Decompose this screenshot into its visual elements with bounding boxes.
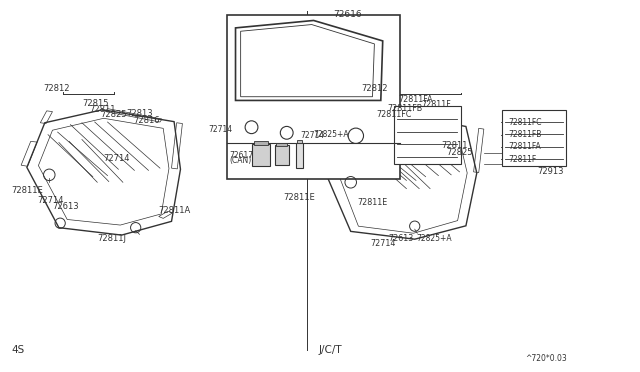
Bar bbox=[502, 110, 566, 166]
Text: 72616: 72616 bbox=[333, 10, 362, 19]
Text: (CAN): (CAN) bbox=[229, 156, 252, 165]
Text: 72811: 72811 bbox=[90, 105, 116, 114]
Bar bbox=[394, 106, 461, 164]
Text: 72825+A: 72825+A bbox=[314, 130, 349, 139]
Text: 72714: 72714 bbox=[208, 125, 232, 134]
Bar bbox=[275, 144, 289, 165]
Text: 72617K: 72617K bbox=[229, 151, 259, 160]
Bar bbox=[227, 15, 400, 179]
Text: 72825: 72825 bbox=[100, 110, 127, 119]
Text: 72714: 72714 bbox=[37, 196, 63, 205]
Text: 72812: 72812 bbox=[44, 84, 70, 93]
Text: 72613: 72613 bbox=[52, 202, 79, 211]
Text: 72714: 72714 bbox=[104, 154, 130, 163]
Bar bbox=[296, 143, 303, 167]
Text: 72811FA: 72811FA bbox=[399, 95, 433, 104]
Text: 72714: 72714 bbox=[370, 239, 396, 248]
Text: 72811FC: 72811FC bbox=[509, 118, 542, 127]
Text: 72811FC: 72811FC bbox=[376, 110, 412, 119]
Text: 72813: 72813 bbox=[127, 109, 154, 118]
Text: 72913: 72913 bbox=[538, 167, 564, 176]
Text: 72811: 72811 bbox=[442, 141, 468, 150]
Bar bbox=[252, 144, 270, 166]
Text: 72811F: 72811F bbox=[509, 155, 537, 164]
Text: 72816: 72816 bbox=[133, 116, 160, 125]
Text: 72815: 72815 bbox=[82, 99, 108, 108]
Text: 72811E: 72811E bbox=[12, 186, 44, 195]
Text: 72825: 72825 bbox=[447, 148, 473, 157]
Text: 72811A: 72811A bbox=[159, 206, 191, 215]
Text: 72811E: 72811E bbox=[357, 198, 387, 207]
Text: 72811FA: 72811FA bbox=[509, 142, 541, 151]
Text: 72714: 72714 bbox=[301, 131, 325, 140]
Bar bbox=[276, 143, 287, 147]
Bar bbox=[254, 141, 268, 145]
Text: 72811FB: 72811FB bbox=[387, 104, 422, 113]
Text: J/C/T: J/C/T bbox=[319, 345, 342, 355]
Text: ^720*0.03: ^720*0.03 bbox=[525, 355, 566, 363]
Text: 72613: 72613 bbox=[388, 234, 413, 243]
Text: 72811E: 72811E bbox=[284, 193, 316, 202]
Text: 72811F: 72811F bbox=[421, 100, 451, 109]
Text: 72825+A: 72825+A bbox=[416, 234, 452, 243]
Text: 72811J: 72811J bbox=[97, 234, 126, 243]
Bar bbox=[297, 140, 302, 144]
Text: 72812: 72812 bbox=[362, 84, 388, 93]
Text: 72811FB: 72811FB bbox=[509, 130, 542, 139]
Text: 4S: 4S bbox=[12, 345, 25, 355]
